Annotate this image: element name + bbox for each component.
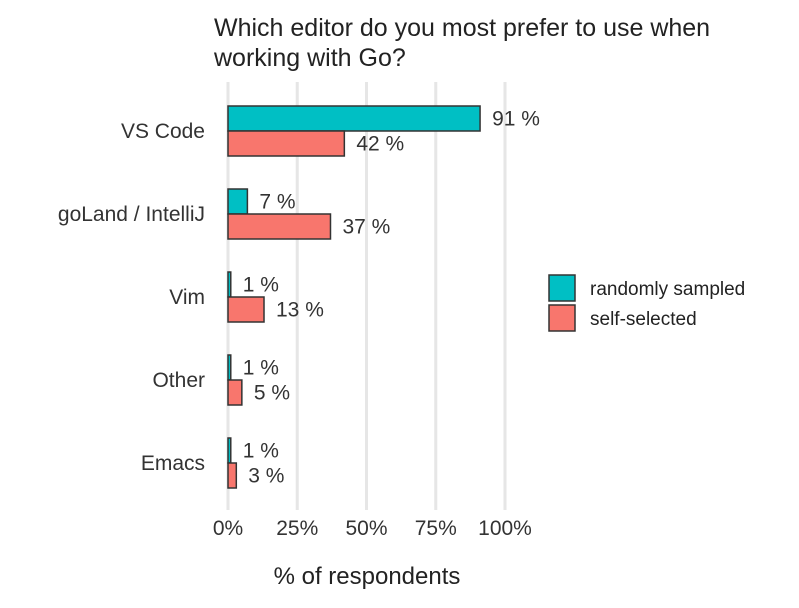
bar-self-selected-goland-intellij xyxy=(227,213,332,240)
data-label-self-selected-emacs: 3 % xyxy=(248,465,284,488)
legend-label-self-selected: self-selected xyxy=(590,309,697,330)
bars xyxy=(227,105,481,489)
data-label-randomly-sampled-vs-code: 91 % xyxy=(492,108,540,131)
legend-label-randomly-sampled: randomly sampled xyxy=(590,279,745,300)
category-label-emacs: Emacs xyxy=(141,452,205,475)
bar-randomly-sampled-emacs xyxy=(227,437,232,464)
category-labels: VS Code goLand / IntelliJ Vim Other Emacs xyxy=(58,120,205,475)
data-label-self-selected-vim: 13 % xyxy=(276,299,324,322)
data-label-self-selected-goland-intellij: 37 % xyxy=(342,216,390,239)
category-label-other: Other xyxy=(152,369,205,392)
bar-randomly-sampled-other xyxy=(227,354,232,381)
category-label-vim: Vim xyxy=(169,286,205,309)
bar-self-selected-vim xyxy=(227,296,265,323)
x-tick-labels: 0% 25% 50% 75% 100% xyxy=(213,517,532,540)
chart-title-line-2: working with Go? xyxy=(213,44,406,72)
category-label-goland-intellij: goLand / IntelliJ xyxy=(58,203,205,226)
x-tick-label-50: 50% xyxy=(345,517,387,540)
bar-randomly-sampled-vs-code xyxy=(227,105,481,132)
bar-self-selected-emacs xyxy=(227,462,238,489)
data-label-randomly-sampled-other: 1 % xyxy=(243,357,279,380)
bar-randomly-sampled-goland-intellij xyxy=(227,188,249,215)
data-label-randomly-sampled-emacs: 1 % xyxy=(243,440,279,463)
x-tick-label-100: 100% xyxy=(478,517,532,540)
data-label-self-selected-other: 5 % xyxy=(254,382,290,405)
x-tick-label-25: 25% xyxy=(276,517,318,540)
bar-randomly-sampled-vim xyxy=(227,271,232,298)
category-label-vs-code: VS Code xyxy=(121,120,205,143)
x-tick-label-75: 75% xyxy=(415,517,457,540)
bar-self-selected-vs-code xyxy=(227,130,346,157)
chart-title-line-1: Which editor do you most prefer to use w… xyxy=(214,14,710,42)
legend-swatch-randomly-sampled xyxy=(548,274,576,302)
chart-title: Which editor do you most prefer to use w… xyxy=(213,14,710,72)
data-label-self-selected-vs-code: 42 % xyxy=(356,133,404,156)
data-labels: 91 %42 %7 %37 %1 %13 %1 %5 %1 %3 % xyxy=(243,108,540,488)
data-label-randomly-sampled-goland-intellij: 7 % xyxy=(259,191,295,214)
x-tick-label-0: 0% xyxy=(213,517,243,540)
x-axis-label: % of respondents xyxy=(274,563,461,590)
bar-self-selected-other xyxy=(227,379,243,406)
legend: randomly sampled self-selected xyxy=(548,274,745,332)
data-label-randomly-sampled-vim: 1 % xyxy=(243,274,279,297)
legend-swatch-self-selected xyxy=(548,304,576,332)
